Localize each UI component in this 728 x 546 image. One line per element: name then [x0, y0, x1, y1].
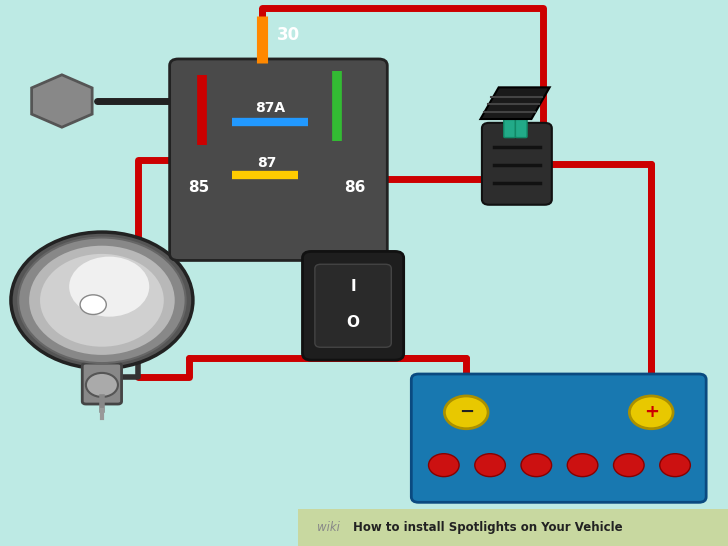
Text: 30: 30	[277, 27, 300, 44]
Text: I: I	[350, 279, 356, 294]
Circle shape	[567, 454, 598, 477]
Text: O: O	[347, 316, 360, 330]
Circle shape	[40, 254, 164, 347]
FancyBboxPatch shape	[82, 363, 122, 404]
Text: 87: 87	[257, 156, 276, 170]
Circle shape	[521, 454, 552, 477]
FancyBboxPatch shape	[298, 509, 728, 546]
Circle shape	[80, 295, 106, 314]
Text: 86: 86	[344, 181, 365, 195]
Text: wiki: wiki	[317, 521, 339, 534]
FancyBboxPatch shape	[411, 374, 706, 502]
Circle shape	[429, 454, 459, 477]
Circle shape	[630, 396, 673, 429]
Text: 85: 85	[188, 181, 209, 195]
Text: How to install Spotlights on Your Vehicle: How to install Spotlights on Your Vehicl…	[353, 521, 622, 534]
FancyBboxPatch shape	[170, 59, 387, 260]
Circle shape	[69, 257, 149, 317]
FancyBboxPatch shape	[315, 264, 392, 347]
Circle shape	[18, 238, 186, 363]
Circle shape	[475, 454, 505, 477]
Text: 87A: 87A	[256, 102, 285, 115]
Text: +: +	[644, 403, 659, 422]
Circle shape	[11, 232, 193, 369]
Circle shape	[29, 246, 175, 355]
FancyBboxPatch shape	[482, 123, 552, 205]
Polygon shape	[31, 75, 92, 127]
FancyBboxPatch shape	[303, 251, 403, 360]
Text: −: −	[459, 403, 474, 422]
Circle shape	[660, 454, 690, 477]
Circle shape	[614, 454, 644, 477]
Polygon shape	[480, 87, 550, 119]
FancyBboxPatch shape	[504, 112, 515, 138]
Circle shape	[86, 373, 118, 397]
Circle shape	[444, 396, 488, 429]
FancyBboxPatch shape	[515, 112, 527, 138]
